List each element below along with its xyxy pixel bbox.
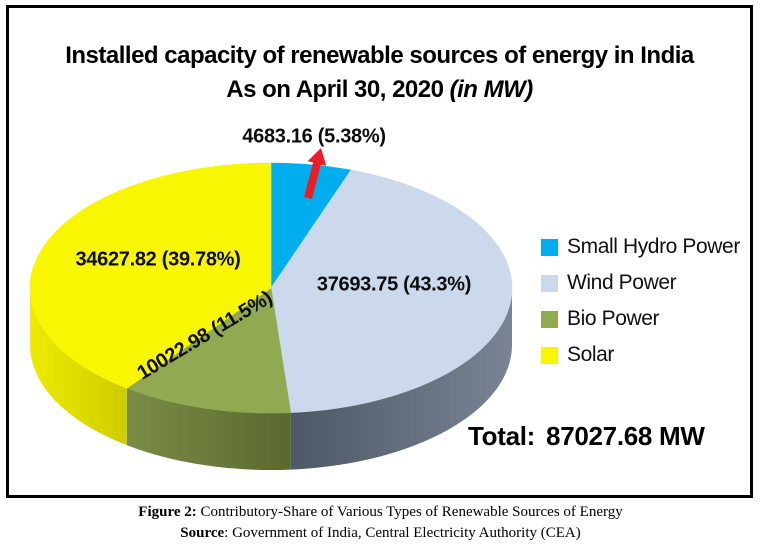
legend-label-small-hydro: Small Hydro Power [567,235,740,258]
legend-item-solar: Solar [541,343,740,366]
pie-slice-solar [29,162,272,389]
chart-title-line1: Installed capacity of renewable sources … [65,42,694,69]
slice-label-wind: 37693.75 (43.3%) [316,273,472,296]
total-label: Total: [468,421,536,451]
legend-item-wind: Wind Power [541,271,740,294]
caption-source-text: : Government of India, Central Electrici… [224,525,581,541]
legend-swatch-wind [541,274,558,292]
caption-figure-number: Figure 2: [138,504,197,520]
legend-label-bio: Bio Power [567,307,660,330]
slice-label-solar: 34627.82 (39.78%) [75,248,241,271]
caption-figure-text: Contributory-Share of Various Types of R… [196,504,623,520]
pie-top-slices [29,162,513,414]
legend: Small Hydro Power Wind Power Bio Power S… [541,235,740,380]
pie-slice-wind-power [270,169,513,413]
pie-side-solar [30,288,127,446]
legend-swatch-bio [541,310,558,328]
legend-swatch-solar [541,346,558,364]
caption-line2: Source: Government of India, Central Ele… [0,523,761,544]
slice-label-small-hydro: 4683.16 (5.38%) [242,125,386,148]
figure-caption: Figure 2: Contributory-Share of Various … [0,502,761,544]
legend-item-bio: Bio Power [541,307,740,330]
legend-label-wind: Wind Power [567,271,677,294]
legend-label-solar: Solar [567,343,615,366]
total-capacity: Total: 87027.68 MW [468,421,705,452]
pie-side-bio-power [126,388,291,470]
pie-3d-sides [30,288,512,470]
chart-title-line2: As on April 30, 2020 [226,76,450,103]
total-value: 87027.68 MW [546,421,705,451]
red-arrow-icon [304,148,327,199]
legend-item-small-hydro: Small Hydro Power [541,235,740,258]
pie-side-wind-power [290,288,512,470]
legend-swatch-small-hydro [541,238,558,256]
caption-source-word: Source [180,525,225,541]
chart-title: Installed capacity of renewable sources … [21,39,738,107]
chart-title-units: (in MW) [449,76,534,103]
pie-slice-bio-power [126,287,292,414]
caption-line1: Figure 2: Contributory-Share of Various … [0,502,761,523]
